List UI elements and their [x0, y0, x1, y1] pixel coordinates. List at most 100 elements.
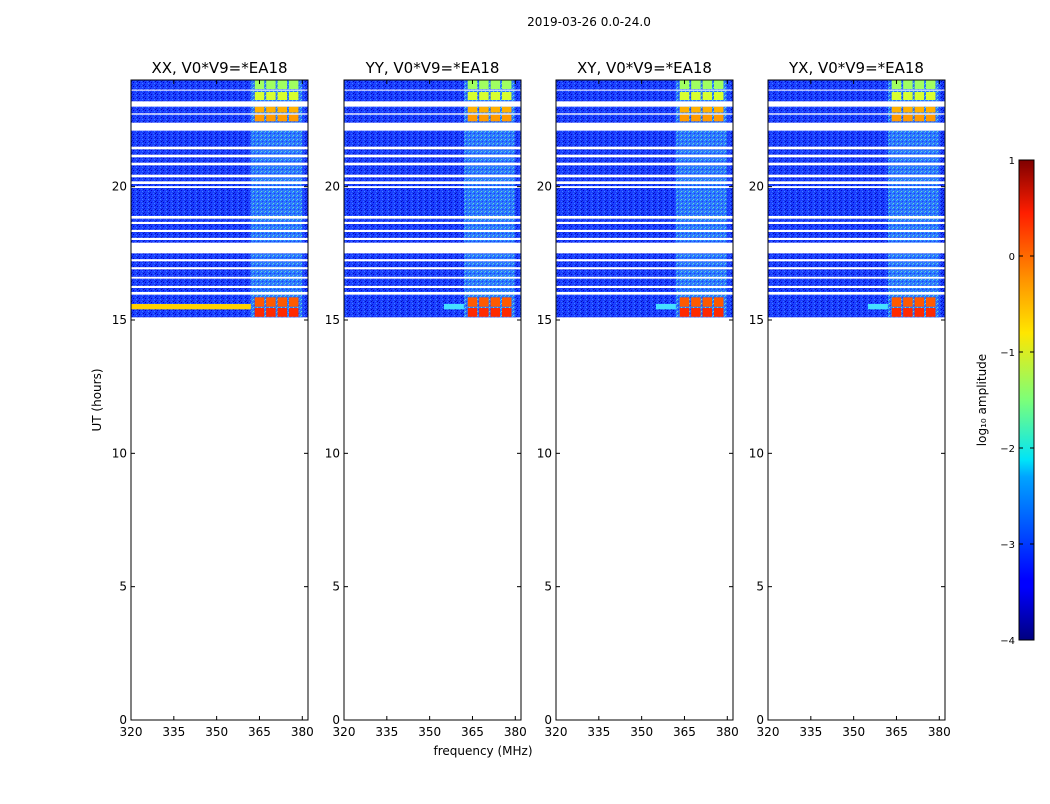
flagged-gap — [131, 216, 308, 219]
flagged-gap — [556, 122, 733, 131]
flagged-gap — [768, 174, 945, 178]
rfi-block — [467, 114, 478, 122]
low-band-strip — [867, 304, 888, 310]
rfi-block — [926, 297, 936, 307]
rfi-block — [479, 114, 489, 122]
low-band-strip — [131, 304, 251, 310]
flagged-gap — [556, 146, 733, 150]
flagged-gap — [344, 229, 521, 232]
rfi-block — [254, 92, 265, 100]
x-tick-label: 350 — [842, 725, 865, 739]
flagged-gap — [556, 259, 733, 262]
rfi-block — [289, 80, 299, 90]
rfi-block — [502, 106, 512, 113]
x-tick-label: 380 — [291, 725, 314, 739]
flagged-gap — [768, 276, 945, 279]
rfi-block — [277, 308, 288, 317]
rfi-block — [490, 114, 501, 122]
rfi-block — [289, 106, 299, 113]
rfi-block — [254, 106, 265, 113]
flagged-gap — [131, 221, 308, 224]
colorbar-tick-label: −3 — [1000, 540, 1015, 551]
rfi-block — [702, 308, 713, 317]
rfi-block — [490, 92, 501, 100]
rfi-block — [714, 297, 724, 307]
rfi-block — [479, 297, 489, 307]
rfi-block — [679, 297, 690, 307]
x-tick-label: 350 — [418, 725, 441, 739]
panel-xy: XY, V0*V9=*EA18 320 335 350 365 380 0 5 10 15 20 — [537, 59, 739, 739]
flagged-gap — [768, 146, 945, 150]
flagged-gap — [344, 186, 521, 188]
rfi-block — [891, 114, 902, 122]
rfi-block — [702, 114, 713, 122]
x-tick-label: 365 — [461, 725, 484, 739]
rfi-block — [903, 114, 913, 122]
rfi-block — [679, 106, 690, 113]
flagged-gap — [556, 242, 733, 254]
flagged-gap — [131, 122, 308, 131]
flagged-gap — [768, 101, 945, 107]
rfi-block — [691, 114, 701, 122]
rfi-block — [289, 114, 299, 122]
flagged-gap — [556, 292, 733, 295]
flagged-gap — [344, 174, 521, 178]
rfi-block — [926, 92, 936, 100]
rfi-block — [714, 106, 724, 113]
flagged-gap — [344, 101, 521, 107]
rfi-block — [914, 92, 925, 100]
y-tick-label: 15 — [325, 313, 340, 327]
rfi-block — [702, 106, 713, 113]
flagged-gap — [344, 154, 521, 158]
x-tick-label: 320 — [545, 725, 568, 739]
y-tick-label: 0 — [544, 713, 552, 727]
flagged-gap — [768, 181, 945, 184]
rfi-block — [502, 297, 512, 307]
rfi-block — [914, 114, 925, 122]
flagged-gap — [131, 229, 308, 232]
y-tick-label: 5 — [544, 580, 552, 594]
flagged-gap — [344, 267, 521, 270]
rfi-block — [289, 92, 299, 100]
rfi-block — [490, 80, 501, 90]
rfi-block — [702, 297, 713, 307]
rfi-block — [490, 106, 501, 113]
flagged-gap — [344, 259, 521, 262]
y-tick-label: 0 — [756, 713, 764, 727]
y-tick-label: 0 — [332, 713, 340, 727]
axes-frame — [343, 79, 522, 721]
flagged-gap — [556, 221, 733, 224]
rfi-block — [254, 114, 265, 122]
y-tick-label: 10 — [112, 446, 127, 460]
flagged-gap — [344, 242, 521, 254]
rfi-block — [926, 308, 936, 317]
rfi-block — [502, 308, 512, 317]
x-tick-label: 320 — [757, 725, 780, 739]
x-axis-label: frequency (MHz) — [433, 744, 532, 758]
rfi-block — [467, 106, 478, 113]
x-tick-label: 380 — [716, 725, 739, 739]
flagged-gap — [344, 162, 521, 166]
low-band-strip — [443, 304, 464, 310]
y-tick-label: 5 — [119, 580, 127, 594]
axes-frame — [767, 79, 946, 721]
flagged-gap — [556, 162, 733, 166]
rfi-block — [502, 92, 512, 100]
rfi-block — [691, 92, 701, 100]
rfi-block — [691, 308, 701, 317]
flagged-gap — [768, 285, 945, 288]
flagged-gap — [344, 146, 521, 150]
y-axis-label: UT (hours) — [90, 368, 104, 431]
rfi-block — [289, 308, 299, 317]
flagged-gap — [556, 216, 733, 219]
rfi-block — [702, 80, 713, 90]
rfi-block — [277, 106, 288, 113]
rfi-block — [691, 297, 701, 307]
rfi-block — [479, 80, 489, 90]
x-tick-label: 335 — [587, 725, 610, 739]
rfi-block — [266, 114, 276, 122]
flagged-gap — [556, 186, 733, 188]
flagged-gap — [344, 221, 521, 224]
rfi-block — [891, 80, 902, 90]
rfi-block — [891, 308, 902, 317]
